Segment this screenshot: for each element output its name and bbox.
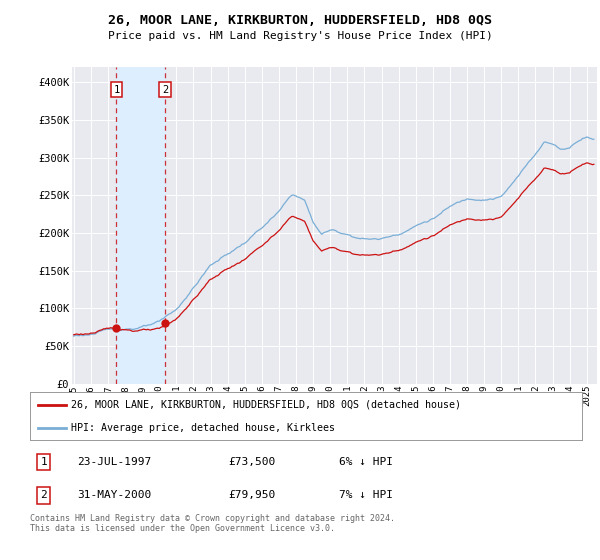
Text: 1: 1 — [113, 85, 119, 95]
Bar — [116, 67, 165, 384]
Text: 6% ↓ HPI: 6% ↓ HPI — [339, 457, 393, 467]
Text: 26, MOOR LANE, KIRKBURTON, HUDDERSFIELD, HD8 0QS (detached house): 26, MOOR LANE, KIRKBURTON, HUDDERSFIELD,… — [71, 400, 461, 410]
Text: 31-MAY-2000: 31-MAY-2000 — [77, 491, 151, 501]
Text: 2: 2 — [40, 491, 47, 501]
Text: 1: 1 — [40, 457, 47, 467]
Text: £79,950: £79,950 — [229, 491, 276, 501]
Text: 23-JUL-1997: 23-JUL-1997 — [77, 457, 151, 467]
Text: 7% ↓ HPI: 7% ↓ HPI — [339, 491, 393, 501]
Text: HPI: Average price, detached house, Kirklees: HPI: Average price, detached house, Kirk… — [71, 423, 335, 433]
Text: Price paid vs. HM Land Registry's House Price Index (HPI): Price paid vs. HM Land Registry's House … — [107, 31, 493, 41]
Text: 26, MOOR LANE, KIRKBURTON, HUDDERSFIELD, HD8 0QS: 26, MOOR LANE, KIRKBURTON, HUDDERSFIELD,… — [108, 14, 492, 27]
Text: 2: 2 — [162, 85, 168, 95]
Text: Contains HM Land Registry data © Crown copyright and database right 2024.
This d: Contains HM Land Registry data © Crown c… — [30, 514, 395, 534]
Text: £73,500: £73,500 — [229, 457, 276, 467]
